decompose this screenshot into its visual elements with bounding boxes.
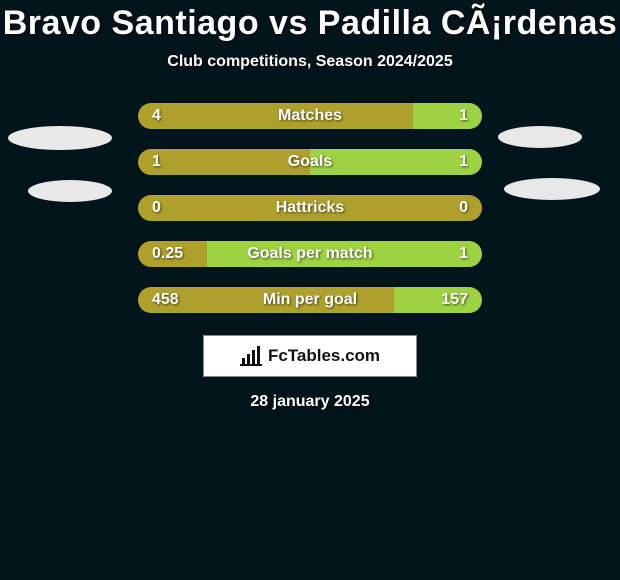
stat-row: 0.251Goals per match (0, 241, 620, 267)
stat-row: 41Matches (0, 103, 620, 129)
stat-value-left: 0 (138, 195, 310, 221)
stat-row: 00Hattricks (0, 195, 620, 221)
stat-value-left: 4 (138, 103, 310, 129)
stat-value-right: 1 (310, 149, 482, 175)
avatar-placeholder-0 (8, 126, 112, 150)
stat-value-right: 0 (310, 195, 482, 221)
logo-box[interactable]: FcTables.com (203, 335, 417, 377)
avatar-placeholder-1 (498, 126, 582, 148)
page-title: Bravo Santiago vs Padilla CÃ¡rdenas (0, 4, 620, 43)
stat-row: 458157Min per goal (0, 287, 620, 313)
comparison-card: Bravo Santiago vs Padilla CÃ¡rdenas Club… (0, 0, 620, 580)
subtitle: Club competitions, Season 2024/2025 (0, 53, 620, 71)
stat-value-left: 0.25 (138, 241, 310, 267)
stat-value-left: 458 (138, 287, 310, 313)
bar-chart-icon (240, 346, 262, 366)
stat-value-right: 1 (310, 103, 482, 129)
logo-text: FcTables.com (268, 346, 380, 366)
stat-row: 11Goals (0, 149, 620, 175)
stat-value-right: 157 (310, 287, 482, 313)
date: 28 january 2025 (0, 393, 620, 411)
stat-value-right: 1 (310, 241, 482, 267)
stat-value-left: 1 (138, 149, 310, 175)
